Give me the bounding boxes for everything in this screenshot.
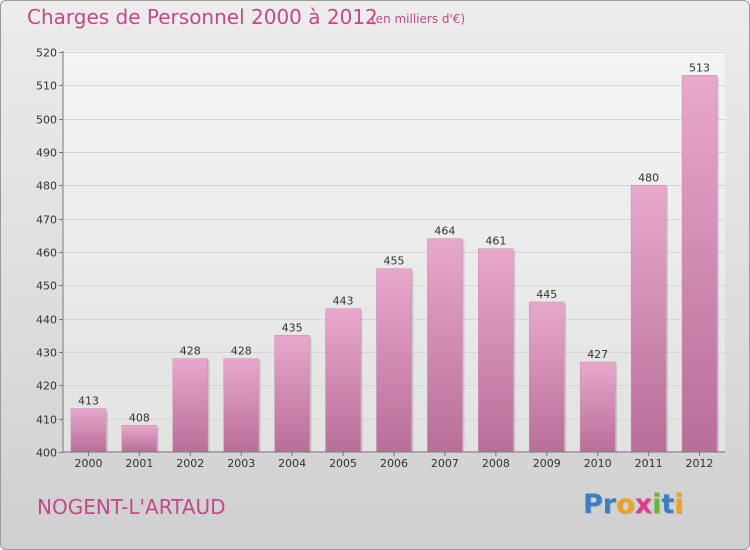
y-tick-label: 450 <box>36 280 57 293</box>
y-tick-label: 430 <box>36 347 57 360</box>
y-tick-label: 440 <box>36 314 57 327</box>
x-tick-label: 2010 <box>584 457 612 470</box>
data-label: 461 <box>485 235 506 248</box>
data-label: 408 <box>129 411 150 424</box>
bar-2012 <box>681 75 718 453</box>
data-labels: 413 408 428 428 435 443 455 464 461 445 427 480 513 <box>78 61 710 424</box>
logo-letter: t <box>661 489 675 520</box>
data-label: 443 <box>333 295 354 308</box>
chart-unit-note: (en milliers d'€) <box>371 12 466 26</box>
data-label: 428 <box>180 345 201 358</box>
y-axis-ticks: 400 410 420 430 440 450 460 470 480 490 500 510 520 <box>36 47 63 460</box>
y-tick-label: 410 <box>36 414 57 427</box>
x-axis-ticks: 2000 2001 2002 2003 2004 2005 2006 2007 2008 2009… <box>74 452 714 470</box>
x-tick-label: 2009 <box>533 457 561 470</box>
x-tick-label: 2006 <box>380 457 408 470</box>
data-label: 445 <box>536 288 557 301</box>
town-name: NOGENT-L'ARTAUD <box>37 495 226 519</box>
y-tick-label: 520 <box>36 47 57 60</box>
data-label: 480 <box>638 171 659 184</box>
y-tick-label: 460 <box>36 247 57 260</box>
data-label: 464 <box>434 225 455 238</box>
y-tick-label: 480 <box>36 180 57 193</box>
bar-2008 <box>478 248 514 453</box>
x-tick-label: 2005 <box>329 457 357 470</box>
x-tick-label: 2012 <box>686 457 714 470</box>
y-tick-label: 500 <box>36 114 57 127</box>
logo-letter: r <box>602 489 617 520</box>
chart-title: Charges de Personnel 2000 à 2012 <box>27 5 378 29</box>
x-tick-label: 2003 <box>227 457 255 470</box>
y-tick-label: 470 <box>36 214 57 227</box>
x-tick-label: 2011 <box>635 457 663 470</box>
bar-2002 <box>172 358 209 453</box>
data-label: 427 <box>587 348 608 361</box>
logo-letter: P <box>583 489 603 520</box>
bars <box>70 75 720 453</box>
bar-2004 <box>274 335 310 453</box>
data-label: 428 <box>231 345 252 358</box>
x-tick-label: 2008 <box>482 457 510 470</box>
data-label: 413 <box>78 395 99 408</box>
bar-2000 <box>70 408 107 453</box>
x-tick-label: 2007 <box>431 457 459 470</box>
x-tick-label: 2002 <box>176 457 204 470</box>
x-tick-label: 2004 <box>278 457 306 470</box>
logo-letter: i <box>652 489 662 520</box>
data-label: 435 <box>282 321 303 334</box>
x-tick-label: 2000 <box>74 457 102 470</box>
bar-2011 <box>630 185 667 453</box>
bar-2001 <box>121 425 158 453</box>
bar-2006 <box>376 268 412 453</box>
bar-2010 <box>579 361 616 453</box>
logo-letter: o <box>616 489 635 520</box>
bar-2009 <box>529 301 565 453</box>
y-tick-label: 490 <box>36 147 57 160</box>
data-label: 455 <box>384 255 405 268</box>
y-tick-label: 400 <box>36 447 57 460</box>
logo-letter: i <box>674 489 684 520</box>
y-tick-label: 420 <box>36 380 57 393</box>
bar-2003 <box>223 358 259 453</box>
y-tick-label: 510 <box>36 80 57 93</box>
x-tick-label: 2001 <box>125 457 153 470</box>
bar-2005 <box>325 308 361 453</box>
data-label: 513 <box>689 61 710 74</box>
logo-letter: x <box>634 489 653 520</box>
bar-2007 <box>427 238 463 453</box>
proxiti-logo: Proxiti <box>583 489 684 520</box>
